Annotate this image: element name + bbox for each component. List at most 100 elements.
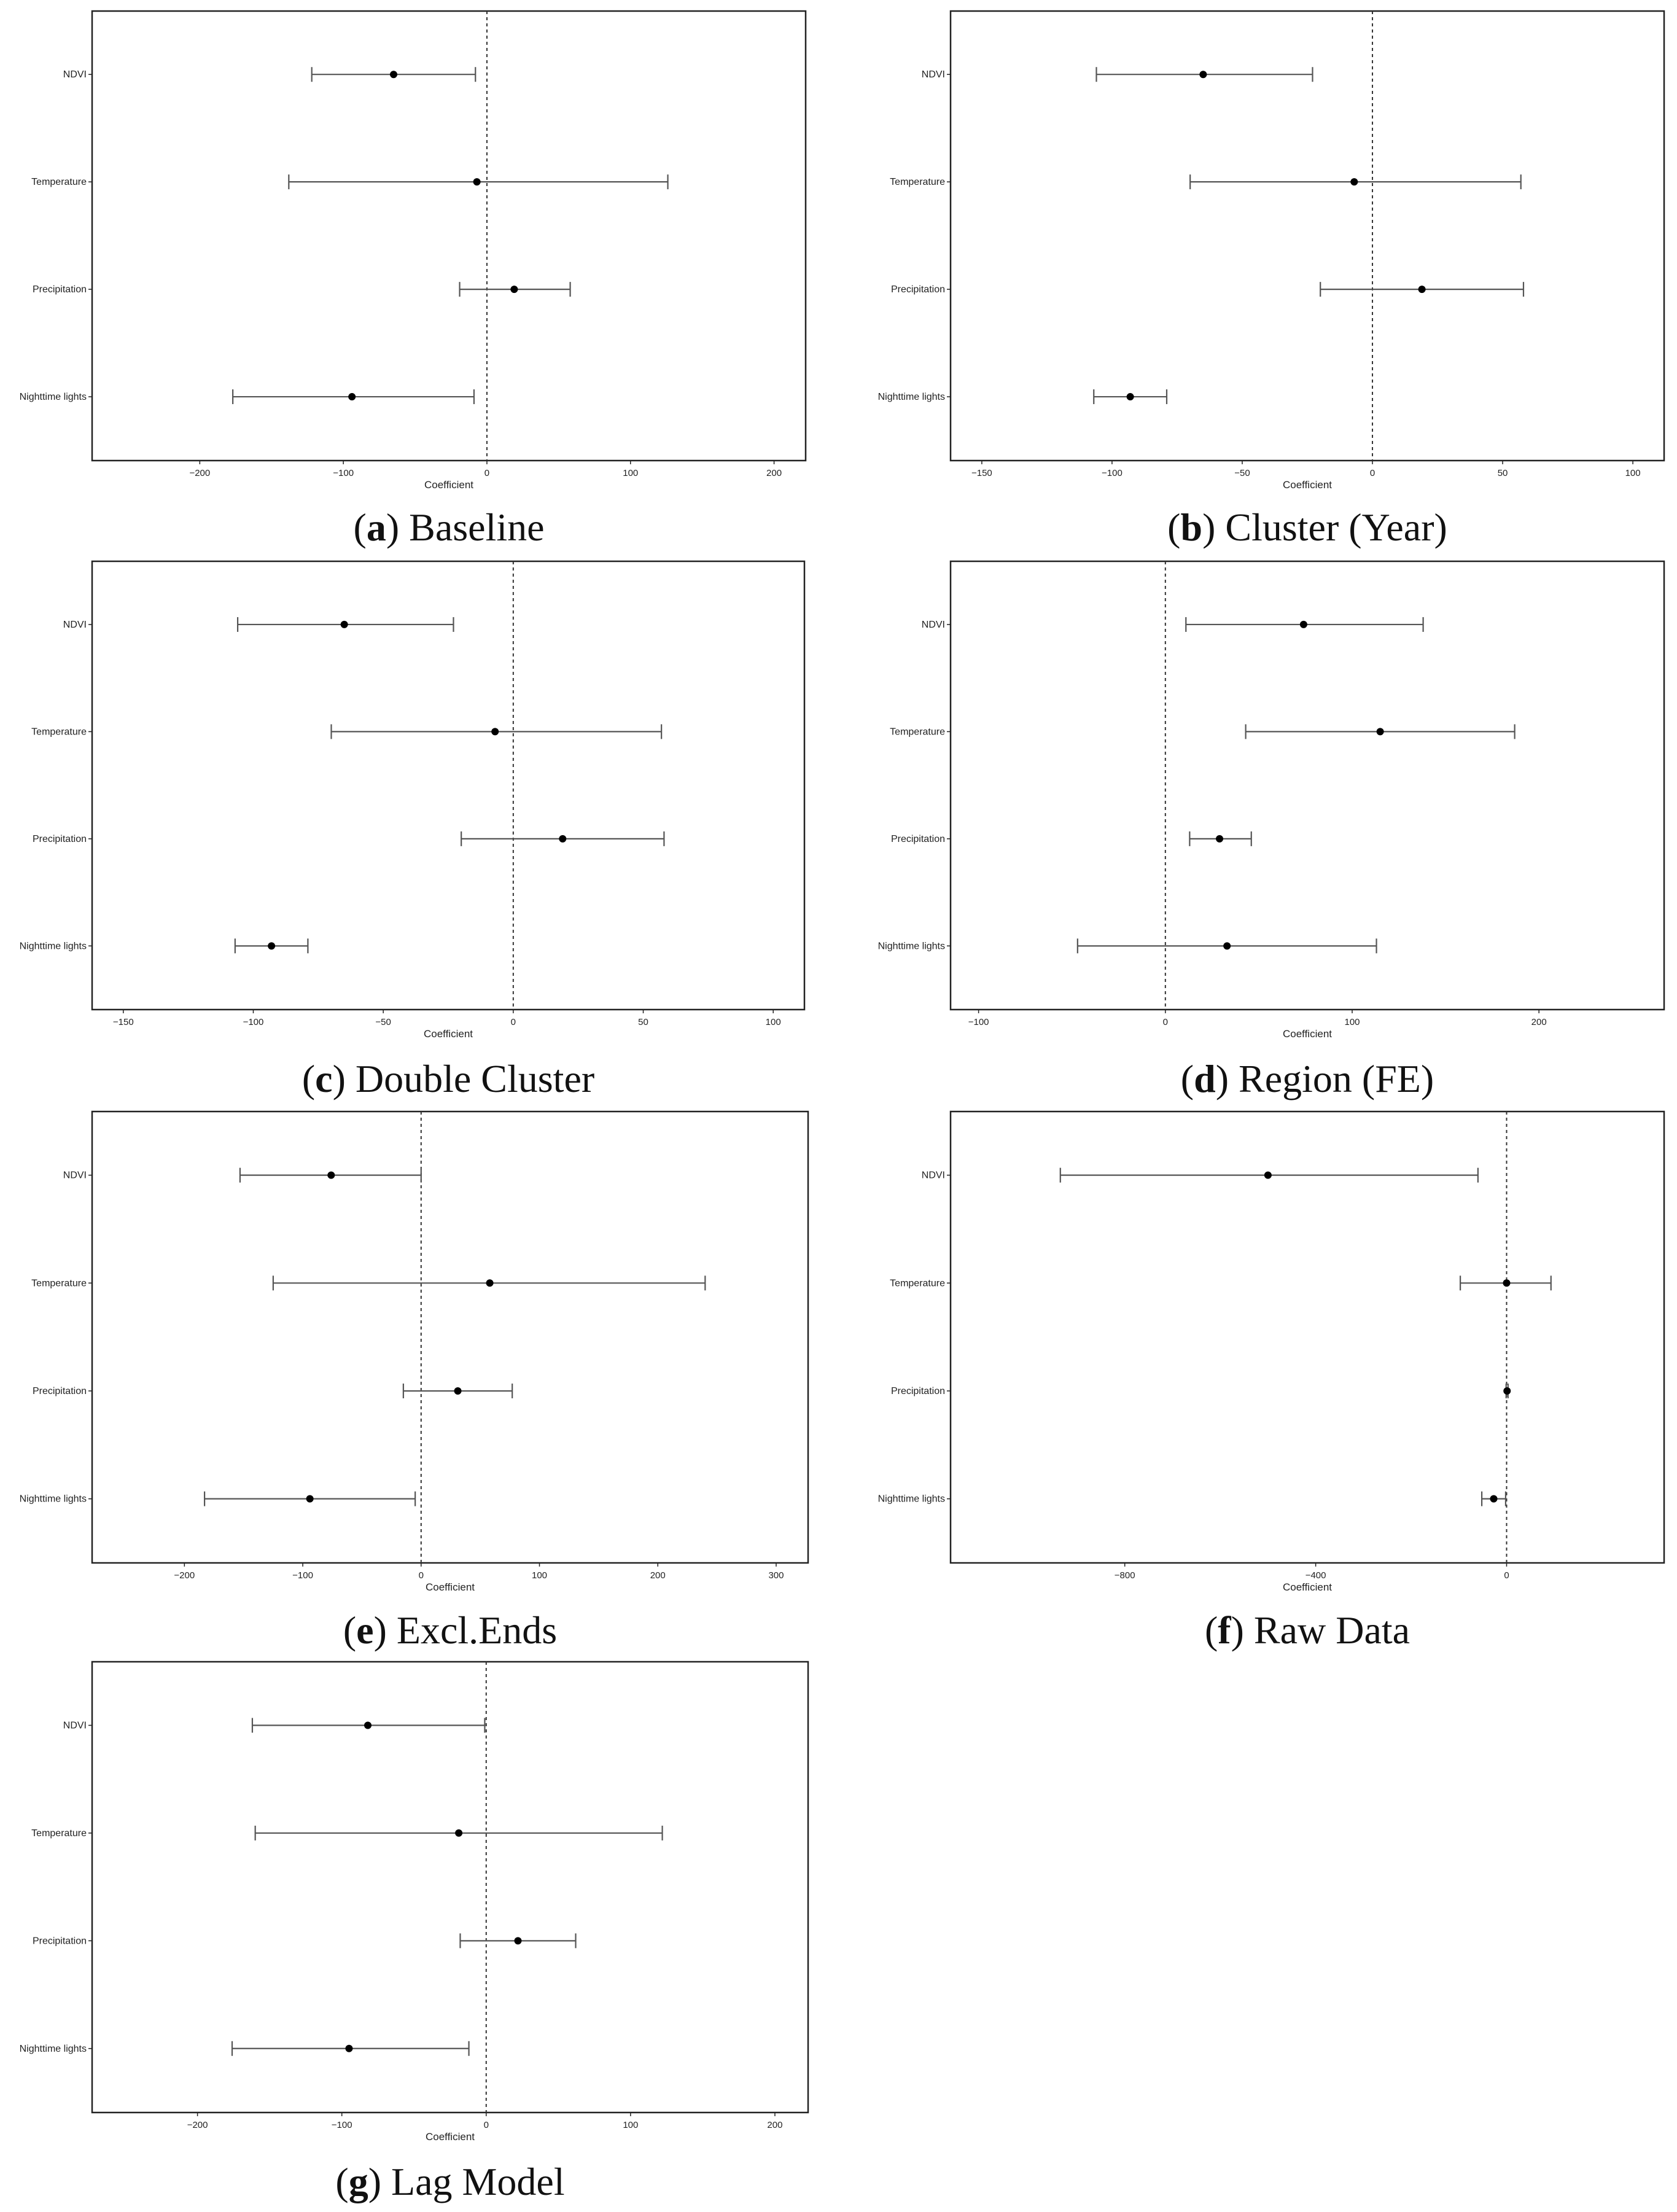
panel-e-category-label-precipitation: Precipitation — [33, 1386, 87, 1396]
panel-e-point-nighttime-lights — [306, 1495, 314, 1503]
panel-e-caption-text: Excl.Ends — [387, 1608, 557, 1652]
panel-a-xtick-label-0: −200 — [189, 468, 210, 478]
panel-b-category-label-precipitation: Precipitation — [891, 284, 945, 295]
panel-a-caption: (a) Baseline — [354, 505, 545, 549]
panel-a-xtick-label-1: −100 — [333, 468, 354, 478]
panel-c-point-temperature — [491, 728, 499, 736]
panel-c-caption-text: Double Cluster — [346, 1057, 594, 1100]
panel-a-category-label-temperature: Temperature — [31, 177, 87, 187]
panel-g-frame — [91, 1661, 809, 2114]
panel-a-point-ndvi — [389, 71, 397, 79]
panel-a-category-label-nighttime-lights: Nighttime lights — [20, 392, 87, 402]
panel-e-point-precipitation — [454, 1387, 462, 1395]
panel-g-category-label-nighttime-lights: Nighttime lights — [20, 2044, 87, 2054]
panel-e-xtick-label-0: −200 — [174, 1570, 195, 1581]
panel-a-caption-close: ) — [386, 505, 399, 549]
panel-b-category-label-ndvi: NDVI — [922, 69, 945, 80]
panel-f-caption-text: Raw Data — [1244, 1608, 1410, 1652]
panel-b-xtick-label-4: 50 — [1498, 468, 1508, 478]
panel-b-xtick-label-0: −150 — [971, 468, 992, 478]
panel-b-category-label-temperature: Temperature — [890, 177, 945, 187]
panel-d-caption-letter: d — [1194, 1057, 1216, 1100]
panel-d-xtick-label-0: −100 — [968, 1017, 989, 1027]
panel-d-caption: (d) Region (FE) — [1181, 1057, 1434, 1100]
panel-b-x-axis-title: Coefficient — [1283, 479, 1332, 491]
panel-e-caption-open: ( — [343, 1608, 356, 1652]
panel-b-frame — [949, 10, 1665, 462]
panel-e-caption-close: ) — [374, 1608, 387, 1652]
panel-g-category-label-temperature: Temperature — [31, 1828, 87, 1839]
panel-c-category-label-nighttime-lights: Nighttime lights — [20, 941, 87, 951]
panel-c-category-label-temperature: Temperature — [31, 726, 87, 737]
panel-f-point-precipitation — [1503, 1387, 1511, 1395]
panel-a-point-precipitation — [510, 286, 518, 294]
panel-f-point-ndvi — [1264, 1171, 1272, 1179]
panel-b-caption: (b) Cluster (Year) — [1167, 505, 1447, 549]
panel-e: NDVI Temperature Precipitation Nighttime li… — [20, 1110, 809, 1652]
panel-c-point-precipitation — [559, 835, 567, 843]
panel-g-caption-close: ) — [368, 2160, 381, 2203]
panel-a-frame — [91, 10, 807, 462]
panel-g-category-label-ndvi: NDVI — [63, 1720, 87, 1731]
panel-a-xtick-label-3: 100 — [623, 468, 638, 478]
panel-f: NDVI Temperature Precipitation Nighttime li… — [878, 1110, 1665, 1652]
panel-d-caption-close: ) — [1216, 1057, 1229, 1100]
panel-c-category-label-ndvi: NDVI — [63, 620, 87, 630]
panel-c-point-ndvi — [340, 620, 348, 628]
panel-g-xtick-label-2: 0 — [484, 2120, 489, 2130]
panel-a: NDVI Temperature Precipitation Nighttime li… — [20, 10, 807, 549]
panel-f-point-nighttime-lights — [1490, 1495, 1498, 1503]
panel-c-xtick-label-5: 100 — [766, 1017, 781, 1027]
panel-g-caption: (g) Lag Model — [335, 2160, 564, 2203]
panel-b-xtick-label-2: −50 — [1234, 468, 1250, 478]
panel-b: NDVI Temperature Precipitation Nighttime li… — [878, 10, 1665, 549]
panel-f-xtick-label-0: −800 — [1115, 1570, 1135, 1581]
panel-d-category-label-ndvi: NDVI — [922, 620, 945, 630]
panel-f-caption-letter: f — [1218, 1608, 1231, 1652]
panel-b-point-precipitation — [1418, 286, 1426, 294]
panel-d-caption-text: Region (FE) — [1229, 1057, 1434, 1100]
panel-f-x-axis-title: Coefficient — [1283, 1581, 1332, 1593]
panel-d: NDVI Temperature Precipitation Nighttime li… — [878, 560, 1665, 1100]
panel-g-xtick-label-3: 100 — [623, 2120, 638, 2130]
panel-e-xtick-label-2: 0 — [419, 1570, 424, 1581]
panel-g-point-temperature — [455, 1829, 463, 1837]
panel-e-point-ndvi — [327, 1171, 335, 1179]
panel-d-category-label-temperature: Temperature — [890, 726, 945, 737]
panel-f-xtick-label-2: 0 — [1504, 1570, 1509, 1581]
panel-a-category-label-precipitation: Precipitation — [33, 284, 87, 295]
panel-g-caption-open: ( — [335, 2160, 348, 2203]
panel-e-category-label-nighttime-lights: Nighttime lights — [20, 1494, 87, 1505]
panel-c-frame — [91, 560, 806, 1011]
panel-c: NDVI Temperature Precipitation Nighttime li… — [20, 560, 806, 1100]
panel-f-caption-close: ) — [1231, 1608, 1244, 1652]
panel-f-caption: (f) Raw Data — [1205, 1608, 1410, 1652]
panel-g-caption-letter: g — [349, 2160, 368, 2203]
panel-a-caption-text: Baseline — [399, 505, 544, 549]
panel-a-category-label-ndvi: NDVI — [63, 69, 87, 80]
panel-c-caption-close: ) — [333, 1057, 346, 1100]
panel-d-caption-open: ( — [1181, 1057, 1194, 1100]
panel-d-category-label-precipitation: Precipitation — [891, 834, 945, 844]
panel-g-point-nighttime-lights — [345, 2044, 353, 2052]
panel-e-point-temperature — [486, 1279, 494, 1287]
panel-f-point-temperature — [1503, 1279, 1511, 1287]
panel-f-category-label-nighttime-lights: Nighttime lights — [878, 1494, 945, 1505]
panel-d-point-nighttime-lights — [1223, 942, 1231, 950]
panel-c-xtick-label-2: −50 — [375, 1017, 391, 1027]
panel-f-category-label-ndvi: NDVI — [922, 1170, 945, 1181]
panel-c-xtick-label-1: −100 — [243, 1017, 264, 1027]
panel-d-category-label-nighttime-lights: Nighttime lights — [878, 941, 945, 951]
panel-e-xtick-label-5: 300 — [768, 1570, 784, 1581]
panel-b-caption-letter: b — [1180, 505, 1202, 549]
panel-a-xtick-label-2: 0 — [484, 468, 489, 478]
panel-b-caption-open: ( — [1167, 505, 1180, 549]
panel-e-category-label-ndvi: NDVI — [63, 1170, 87, 1181]
panel-a-point-temperature — [473, 178, 481, 186]
panel-g-xtick-label-1: −100 — [332, 2120, 352, 2130]
panel-d-xtick-label-2: 100 — [1344, 1017, 1360, 1027]
panel-b-xtick-label-3: 0 — [1370, 468, 1375, 478]
panel-g-category-label-precipitation: Precipitation — [33, 1936, 87, 1946]
panel-g-xtick-label-0: −200 — [187, 2120, 208, 2130]
panel-e-frame — [91, 1110, 809, 1564]
